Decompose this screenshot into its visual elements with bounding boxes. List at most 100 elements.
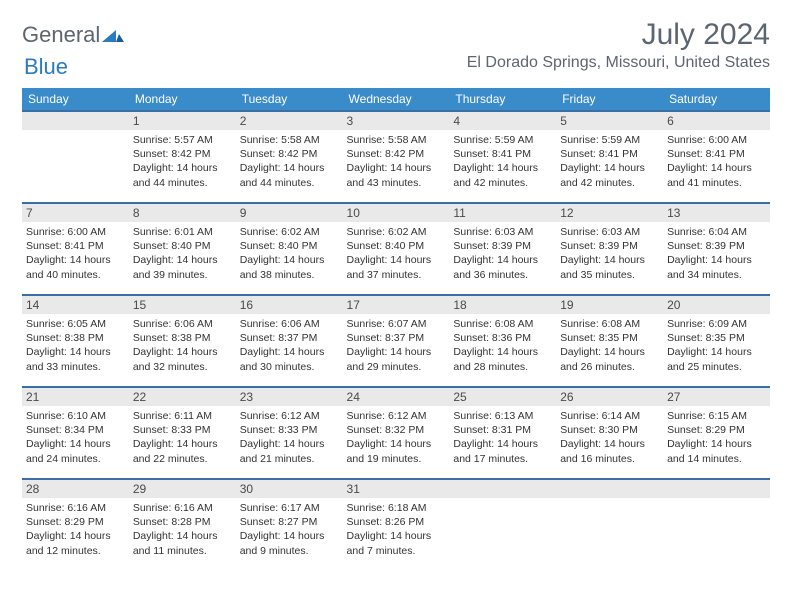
calendar-day-cell: 13Sunrise: 6:04 AMSunset: 8:39 PMDayligh…	[663, 203, 770, 295]
day-details: Sunrise: 6:05 AMSunset: 8:38 PMDaylight:…	[22, 314, 129, 374]
daylight-text: Daylight: 14 hours and 34 minutes.	[667, 253, 766, 281]
day-details: Sunrise: 5:59 AMSunset: 8:41 PMDaylight:…	[449, 130, 556, 190]
daylight-text: Daylight: 14 hours and 39 minutes.	[133, 253, 232, 281]
sunrise-text: Sunrise: 5:58 AM	[240, 133, 339, 147]
day-number-bar: 24	[343, 388, 450, 406]
calendar-day-cell	[556, 479, 663, 571]
day-header: Tuesday	[236, 88, 343, 111]
day-details: Sunrise: 6:06 AMSunset: 8:38 PMDaylight:…	[129, 314, 236, 374]
daylight-text: Daylight: 14 hours and 38 minutes.	[240, 253, 339, 281]
sunset-text: Sunset: 8:30 PM	[560, 423, 659, 437]
calendar-week-row: 14Sunrise: 6:05 AMSunset: 8:38 PMDayligh…	[22, 295, 770, 387]
day-number-bar: 3	[343, 112, 450, 130]
sunset-text: Sunset: 8:29 PM	[26, 515, 125, 529]
sunset-text: Sunset: 8:39 PM	[453, 239, 552, 253]
logo: General	[22, 18, 124, 48]
sunrise-text: Sunrise: 6:06 AM	[240, 317, 339, 331]
day-number-bar: 4	[449, 112, 556, 130]
sunset-text: Sunset: 8:38 PM	[133, 331, 232, 345]
daylight-text: Daylight: 14 hours and 12 minutes.	[26, 529, 125, 557]
calendar-day-cell: 29Sunrise: 6:16 AMSunset: 8:28 PMDayligh…	[129, 479, 236, 571]
daylight-text: Daylight: 14 hours and 30 minutes.	[240, 345, 339, 373]
calendar-day-cell: 4Sunrise: 5:59 AMSunset: 8:41 PMDaylight…	[449, 111, 556, 203]
sunrise-text: Sunrise: 6:06 AM	[133, 317, 232, 331]
day-number-bar: 22	[129, 388, 236, 406]
calendar-day-cell: 20Sunrise: 6:09 AMSunset: 8:35 PMDayligh…	[663, 295, 770, 387]
sunset-text: Sunset: 8:37 PM	[347, 331, 446, 345]
day-header: Thursday	[449, 88, 556, 111]
sunrise-text: Sunrise: 6:16 AM	[26, 501, 125, 515]
sunset-text: Sunset: 8:42 PM	[133, 147, 232, 161]
calendar-day-cell: 22Sunrise: 6:11 AMSunset: 8:33 PMDayligh…	[129, 387, 236, 479]
daylight-text: Daylight: 14 hours and 25 minutes.	[667, 345, 766, 373]
day-number-bar: 6	[663, 112, 770, 130]
day-number-bar: 10	[343, 204, 450, 222]
day-number-bar: 11	[449, 204, 556, 222]
daylight-text: Daylight: 14 hours and 44 minutes.	[133, 161, 232, 189]
location-subtitle: El Dorado Springs, Missouri, United Stat…	[467, 54, 770, 72]
day-details: Sunrise: 6:11 AMSunset: 8:33 PMDaylight:…	[129, 406, 236, 466]
day-number-bar: 17	[343, 296, 450, 314]
sunrise-text: Sunrise: 6:03 AM	[560, 225, 659, 239]
calendar-day-cell: 5Sunrise: 5:59 AMSunset: 8:41 PMDaylight…	[556, 111, 663, 203]
title-block: July 2024 El Dorado Springs, Missouri, U…	[467, 18, 770, 72]
sunset-text: Sunset: 8:36 PM	[453, 331, 552, 345]
sunset-text: Sunset: 8:40 PM	[240, 239, 339, 253]
day-details: Sunrise: 6:02 AMSunset: 8:40 PMDaylight:…	[236, 222, 343, 282]
day-number-bar: 31	[343, 480, 450, 498]
day-header: Wednesday	[343, 88, 450, 111]
sunrise-text: Sunrise: 6:10 AM	[26, 409, 125, 423]
sunrise-text: Sunrise: 6:05 AM	[26, 317, 125, 331]
sunrise-text: Sunrise: 6:08 AM	[560, 317, 659, 331]
day-details: Sunrise: 6:01 AMSunset: 8:40 PMDaylight:…	[129, 222, 236, 282]
sunrise-text: Sunrise: 6:11 AM	[133, 409, 232, 423]
sunrise-text: Sunrise: 5:59 AM	[560, 133, 659, 147]
daylight-text: Daylight: 14 hours and 41 minutes.	[667, 161, 766, 189]
calendar-page: General July 2024 El Dorado Springs, Mis…	[0, 0, 792, 589]
calendar-day-cell: 3Sunrise: 5:58 AMSunset: 8:42 PMDaylight…	[343, 111, 450, 203]
sunset-text: Sunset: 8:35 PM	[560, 331, 659, 345]
daylight-text: Daylight: 14 hours and 40 minutes.	[26, 253, 125, 281]
day-number-bar: 9	[236, 204, 343, 222]
day-details: Sunrise: 5:58 AMSunset: 8:42 PMDaylight:…	[343, 130, 450, 190]
day-details: Sunrise: 6:03 AMSunset: 8:39 PMDaylight:…	[449, 222, 556, 282]
daylight-text: Daylight: 14 hours and 22 minutes.	[133, 437, 232, 465]
day-details: Sunrise: 6:00 AMSunset: 8:41 PMDaylight:…	[663, 130, 770, 190]
sunset-text: Sunset: 8:39 PM	[667, 239, 766, 253]
sunset-text: Sunset: 8:37 PM	[240, 331, 339, 345]
sunrise-text: Sunrise: 6:04 AM	[667, 225, 766, 239]
calendar-day-cell: 11Sunrise: 6:03 AMSunset: 8:39 PMDayligh…	[449, 203, 556, 295]
sunrise-text: Sunrise: 5:58 AM	[347, 133, 446, 147]
day-details: Sunrise: 6:08 AMSunset: 8:36 PMDaylight:…	[449, 314, 556, 374]
calendar-day-cell: 18Sunrise: 6:08 AMSunset: 8:36 PMDayligh…	[449, 295, 556, 387]
daylight-text: Daylight: 14 hours and 21 minutes.	[240, 437, 339, 465]
sunset-text: Sunset: 8:27 PM	[240, 515, 339, 529]
sunset-text: Sunset: 8:38 PM	[26, 331, 125, 345]
day-details: Sunrise: 6:12 AMSunset: 8:33 PMDaylight:…	[236, 406, 343, 466]
sunrise-text: Sunrise: 6:16 AM	[133, 501, 232, 515]
daylight-text: Daylight: 14 hours and 9 minutes.	[240, 529, 339, 557]
daylight-text: Daylight: 14 hours and 29 minutes.	[347, 345, 446, 373]
calendar-day-cell: 21Sunrise: 6:10 AMSunset: 8:34 PMDayligh…	[22, 387, 129, 479]
sunset-text: Sunset: 8:35 PM	[667, 331, 766, 345]
day-number-bar: 20	[663, 296, 770, 314]
day-number-bar: 8	[129, 204, 236, 222]
calendar-day-cell: 15Sunrise: 6:06 AMSunset: 8:38 PMDayligh…	[129, 295, 236, 387]
daylight-text: Daylight: 14 hours and 44 minutes.	[240, 161, 339, 189]
daylight-text: Daylight: 14 hours and 36 minutes.	[453, 253, 552, 281]
daylight-text: Daylight: 14 hours and 19 minutes.	[347, 437, 446, 465]
logo-mark-icon	[102, 24, 124, 47]
calendar-week-row: 21Sunrise: 6:10 AMSunset: 8:34 PMDayligh…	[22, 387, 770, 479]
calendar-day-cell: 2Sunrise: 5:58 AMSunset: 8:42 PMDaylight…	[236, 111, 343, 203]
day-details: Sunrise: 6:04 AMSunset: 8:39 PMDaylight:…	[663, 222, 770, 282]
sunset-text: Sunset: 8:26 PM	[347, 515, 446, 529]
sunrise-text: Sunrise: 6:13 AM	[453, 409, 552, 423]
day-details: Sunrise: 6:09 AMSunset: 8:35 PMDaylight:…	[663, 314, 770, 374]
day-number-bar: 27	[663, 388, 770, 406]
daylight-text: Daylight: 14 hours and 24 minutes.	[26, 437, 125, 465]
day-details: Sunrise: 5:59 AMSunset: 8:41 PMDaylight:…	[556, 130, 663, 190]
day-number-bar: 21	[22, 388, 129, 406]
day-details: Sunrise: 6:13 AMSunset: 8:31 PMDaylight:…	[449, 406, 556, 466]
day-details: Sunrise: 6:06 AMSunset: 8:37 PMDaylight:…	[236, 314, 343, 374]
daylight-text: Daylight: 14 hours and 32 minutes.	[133, 345, 232, 373]
